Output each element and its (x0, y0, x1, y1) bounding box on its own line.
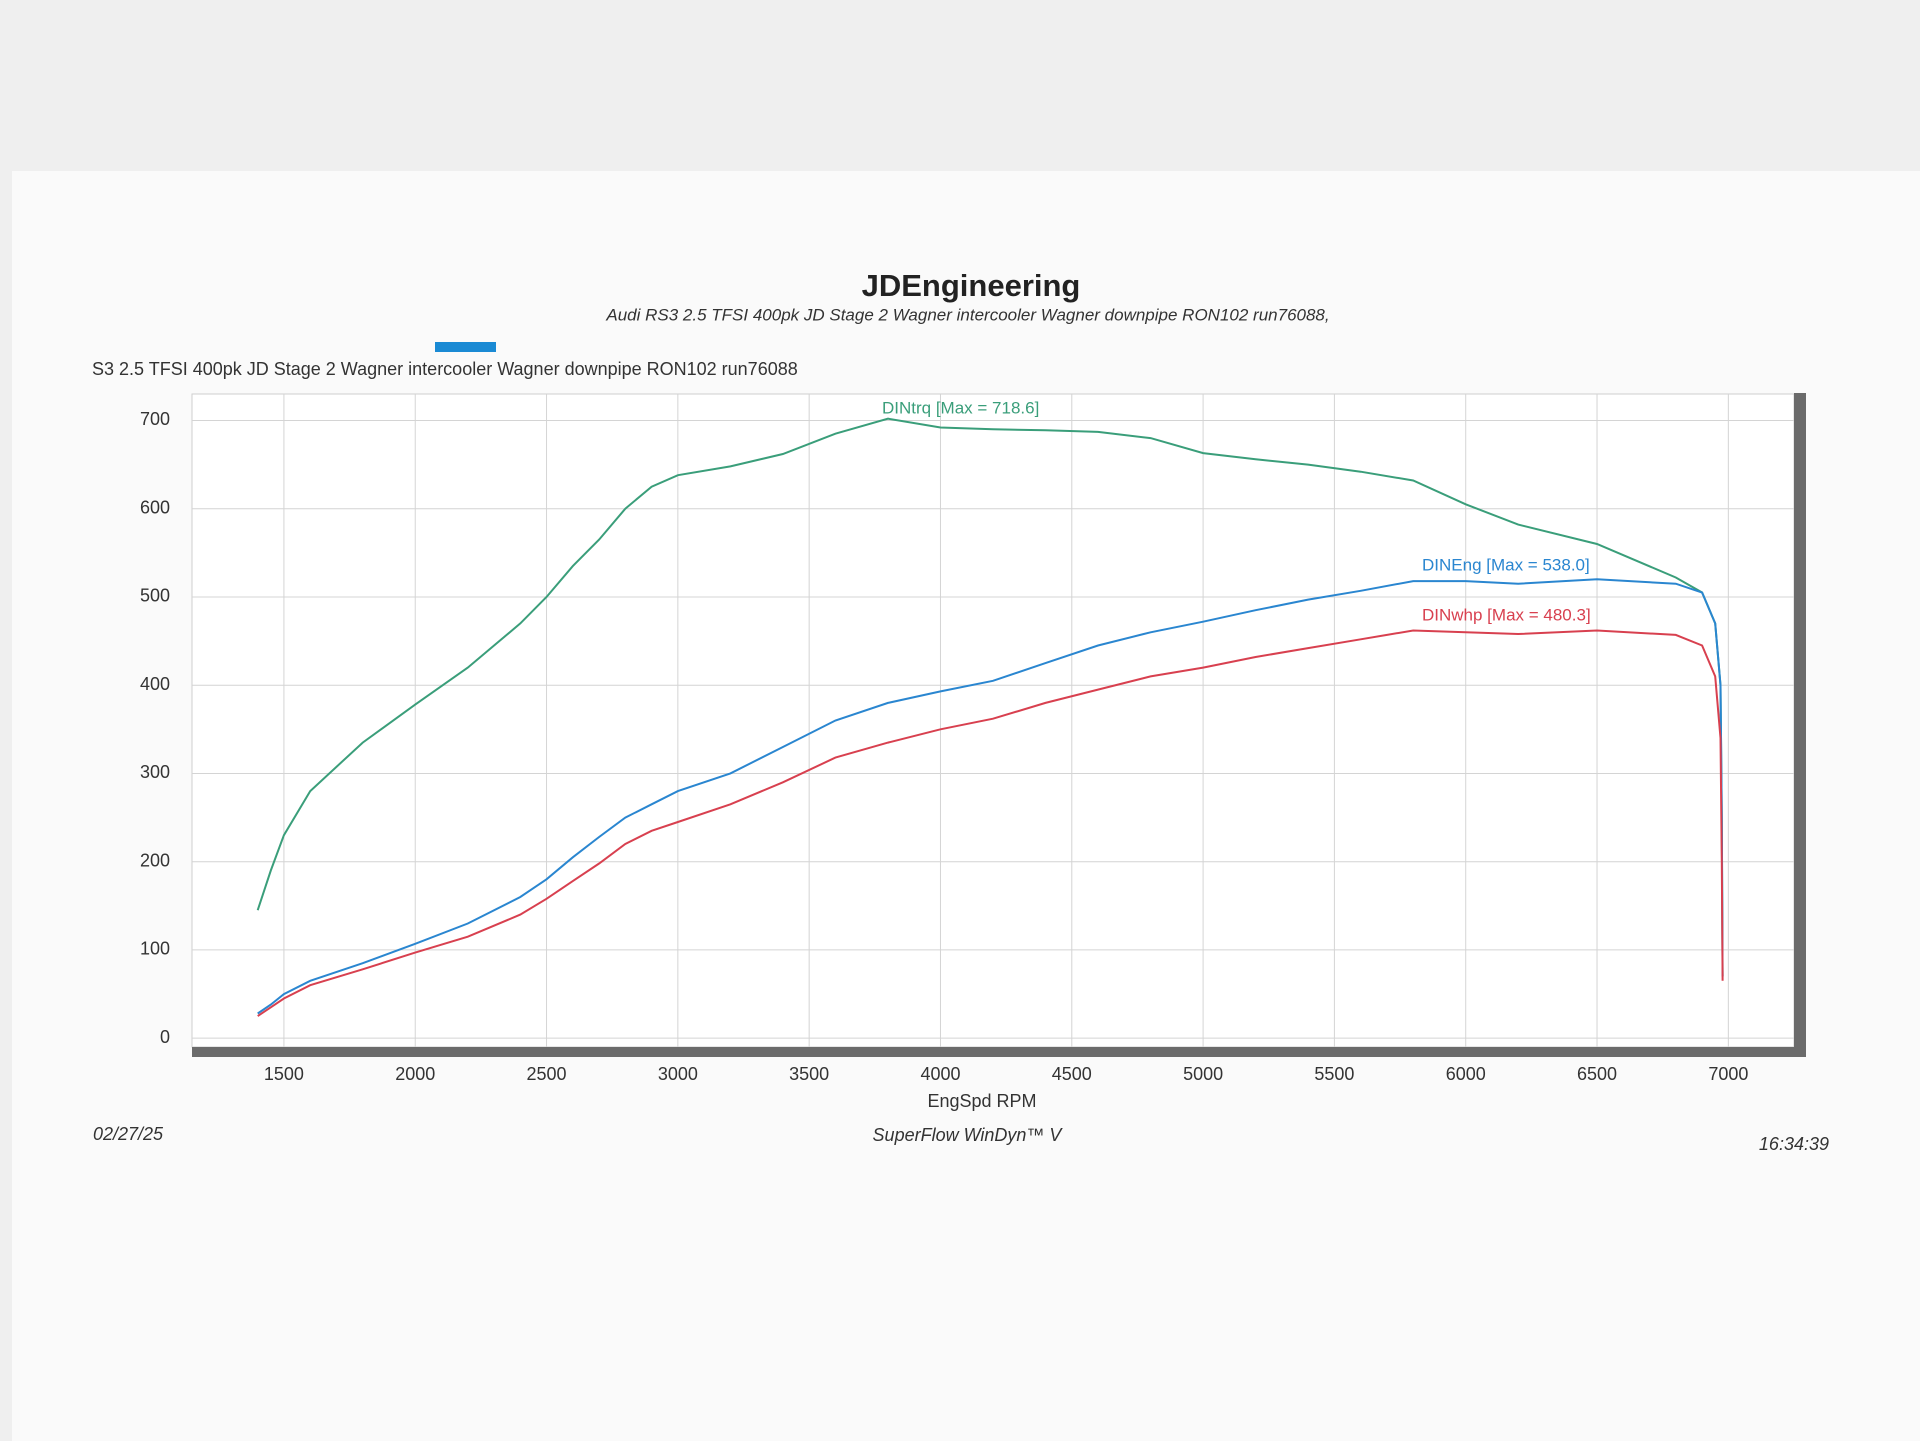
x-tick-label: 6500 (1577, 1064, 1617, 1084)
frame-bottom (192, 1047, 1806, 1057)
series-line (256, 417, 1724, 977)
y-tick-label: 600 (140, 497, 170, 517)
y-tick-label: 500 (140, 586, 170, 606)
series-line (257, 578, 1724, 1015)
x-tick-label: 4000 (920, 1064, 960, 1084)
x-axis-label: EngSpd RPM (927, 1091, 1036, 1111)
y-tick-label: 200 (140, 850, 170, 870)
x-tick-label: 1500 (264, 1064, 304, 1084)
run-label: S3 2.5 TFSI 400pk JD Stage 2 Wagner inte… (92, 359, 798, 379)
x-tick-label: 2000 (395, 1064, 435, 1084)
x-tick-label: 3000 (658, 1064, 698, 1084)
series-label: DINEng [Max = 538.0] (1422, 555, 1590, 574)
frame-right (1794, 393, 1806, 1057)
y-tick-label: 400 (140, 674, 170, 694)
x-tick-label: 5500 (1314, 1064, 1354, 1084)
chart-subtitle: Audi RS3 2.5 TFSI 400pk JD Stage 2 Wagne… (605, 305, 1329, 324)
x-tick-label: 4500 (1052, 1064, 1092, 1084)
plot-area (191, 393, 1795, 1048)
series-label: DINtrq [Max = 718.6] (882, 398, 1039, 417)
footer-date: 02/27/25 (93, 1124, 164, 1144)
x-tick-label: 5000 (1183, 1064, 1223, 1084)
y-tick-label: 100 (140, 939, 170, 959)
y-tick-label: 0 (160, 1027, 170, 1047)
x-tick-label: 3500 (789, 1064, 829, 1084)
series-line (257, 629, 1724, 1017)
footer-software: SuperFlow WinDyn™ V (873, 1125, 1064, 1145)
footer-time: 16:34:39 (1759, 1134, 1829, 1154)
y-tick-label: 700 (140, 409, 170, 429)
y-tick-label: 300 (140, 762, 170, 782)
x-tick-label: 6000 (1446, 1064, 1486, 1084)
series-label: DINwhp [Max = 480.3] (1422, 605, 1591, 624)
x-tick-label: 2500 (527, 1064, 567, 1084)
legend-swatch (435, 342, 496, 352)
chart-title: JDEngineering (862, 268, 1081, 303)
x-tick-label: 7000 (1708, 1064, 1748, 1084)
